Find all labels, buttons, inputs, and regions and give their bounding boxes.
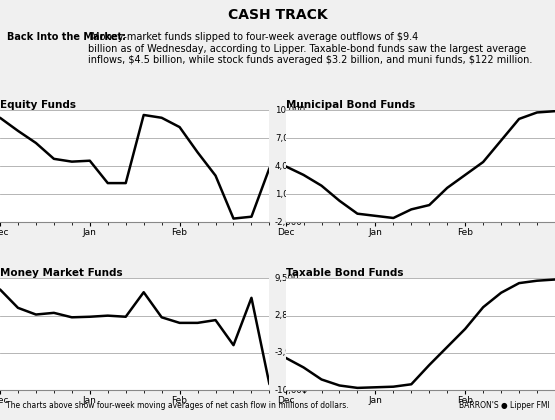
- Text: -2,000: -2,000: [275, 218, 302, 227]
- Text: 10,000: 10,000: [275, 106, 305, 115]
- Text: Money-market funds slipped to four-week average outflows of $9.4
billion as of W: Money-market funds slipped to four-week …: [88, 32, 532, 66]
- Text: 9,500: 9,500: [275, 274, 299, 283]
- Text: 2,800: 2,800: [275, 311, 300, 320]
- Text: Municipal Bond Funds: Municipal Bond Funds: [286, 100, 415, 110]
- Text: CASH TRACK: CASH TRACK: [228, 8, 327, 22]
- Text: -10,600: -10,600: [275, 386, 308, 395]
- Text: Back Into the Market:: Back Into the Market:: [7, 32, 125, 42]
- Text: 1,000: 1,000: [275, 190, 300, 199]
- Text: -3,900: -3,900: [275, 349, 302, 357]
- Text: 4,000: 4,000: [275, 162, 300, 171]
- Text: Equity Funds: Equity Funds: [0, 100, 76, 110]
- Text: Money Market Funds: Money Market Funds: [0, 268, 123, 278]
- Text: 7,000: 7,000: [275, 134, 300, 143]
- Text: The charts above show four-week moving averages of net cash flow in millions of : The charts above show four-week moving a…: [6, 401, 348, 410]
- Text: Taxable Bond Funds: Taxable Bond Funds: [286, 268, 403, 278]
- Text: BARRON'S ● Lipper FMI: BARRON'S ● Lipper FMI: [458, 401, 549, 410]
